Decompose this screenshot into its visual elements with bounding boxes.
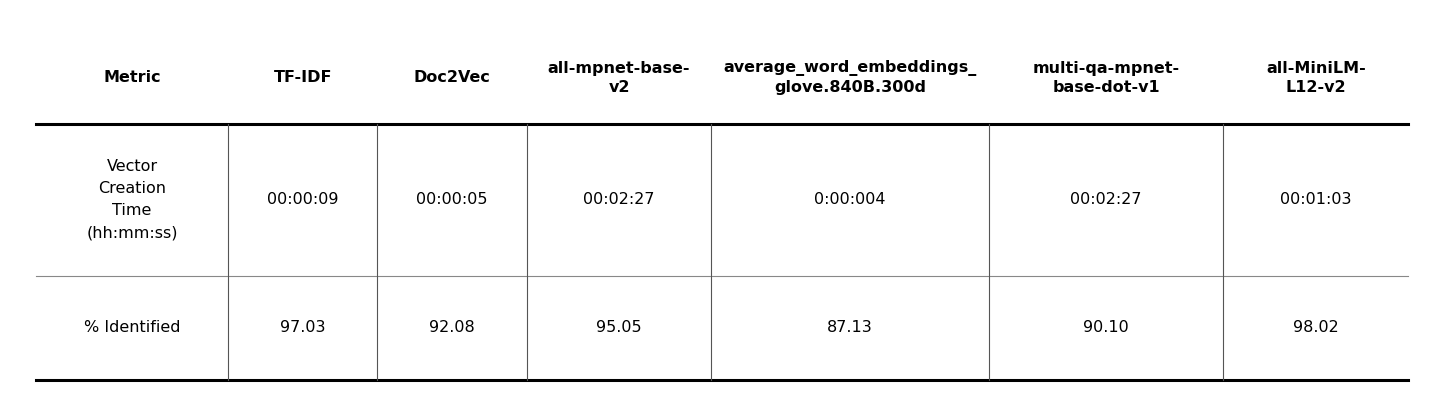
- Text: TF-IDF: TF-IDF: [274, 70, 331, 86]
- Text: Vector
Creation
Time
(hh:mm:ss): Vector Creation Time (hh:mm:ss): [86, 159, 177, 241]
- Text: all-mpnet-base-
v2: all-mpnet-base- v2: [547, 61, 690, 95]
- Text: 97.03: 97.03: [279, 320, 325, 335]
- Text: 00:02:27: 00:02:27: [583, 192, 655, 208]
- Text: 98.02: 98.02: [1293, 320, 1339, 335]
- Text: average_word_embeddings_
glove.840B.300d: average_word_embeddings_ glove.840B.300d: [723, 60, 976, 95]
- Text: Doc2Vec: Doc2Vec: [413, 70, 491, 86]
- Text: 00:00:05: 00:00:05: [416, 192, 488, 208]
- Text: 00:02:27: 00:02:27: [1070, 192, 1142, 208]
- Text: Metric: Metric: [104, 70, 161, 86]
- Text: 87.13: 87.13: [827, 320, 873, 335]
- Text: % Identified: % Identified: [84, 320, 180, 335]
- Text: all-MiniLM-
L12-v2: all-MiniLM- L12-v2: [1266, 61, 1365, 95]
- Text: 00:00:09: 00:00:09: [266, 192, 338, 208]
- Text: 00:01:03: 00:01:03: [1280, 192, 1352, 208]
- Text: 0:00:004: 0:00:004: [815, 192, 886, 208]
- Text: 90.10: 90.10: [1083, 320, 1129, 335]
- Text: 92.08: 92.08: [429, 320, 475, 335]
- Text: 95.05: 95.05: [596, 320, 642, 335]
- Text: multi-qa-mpnet-
base-dot-v1: multi-qa-mpnet- base-dot-v1: [1032, 61, 1179, 95]
